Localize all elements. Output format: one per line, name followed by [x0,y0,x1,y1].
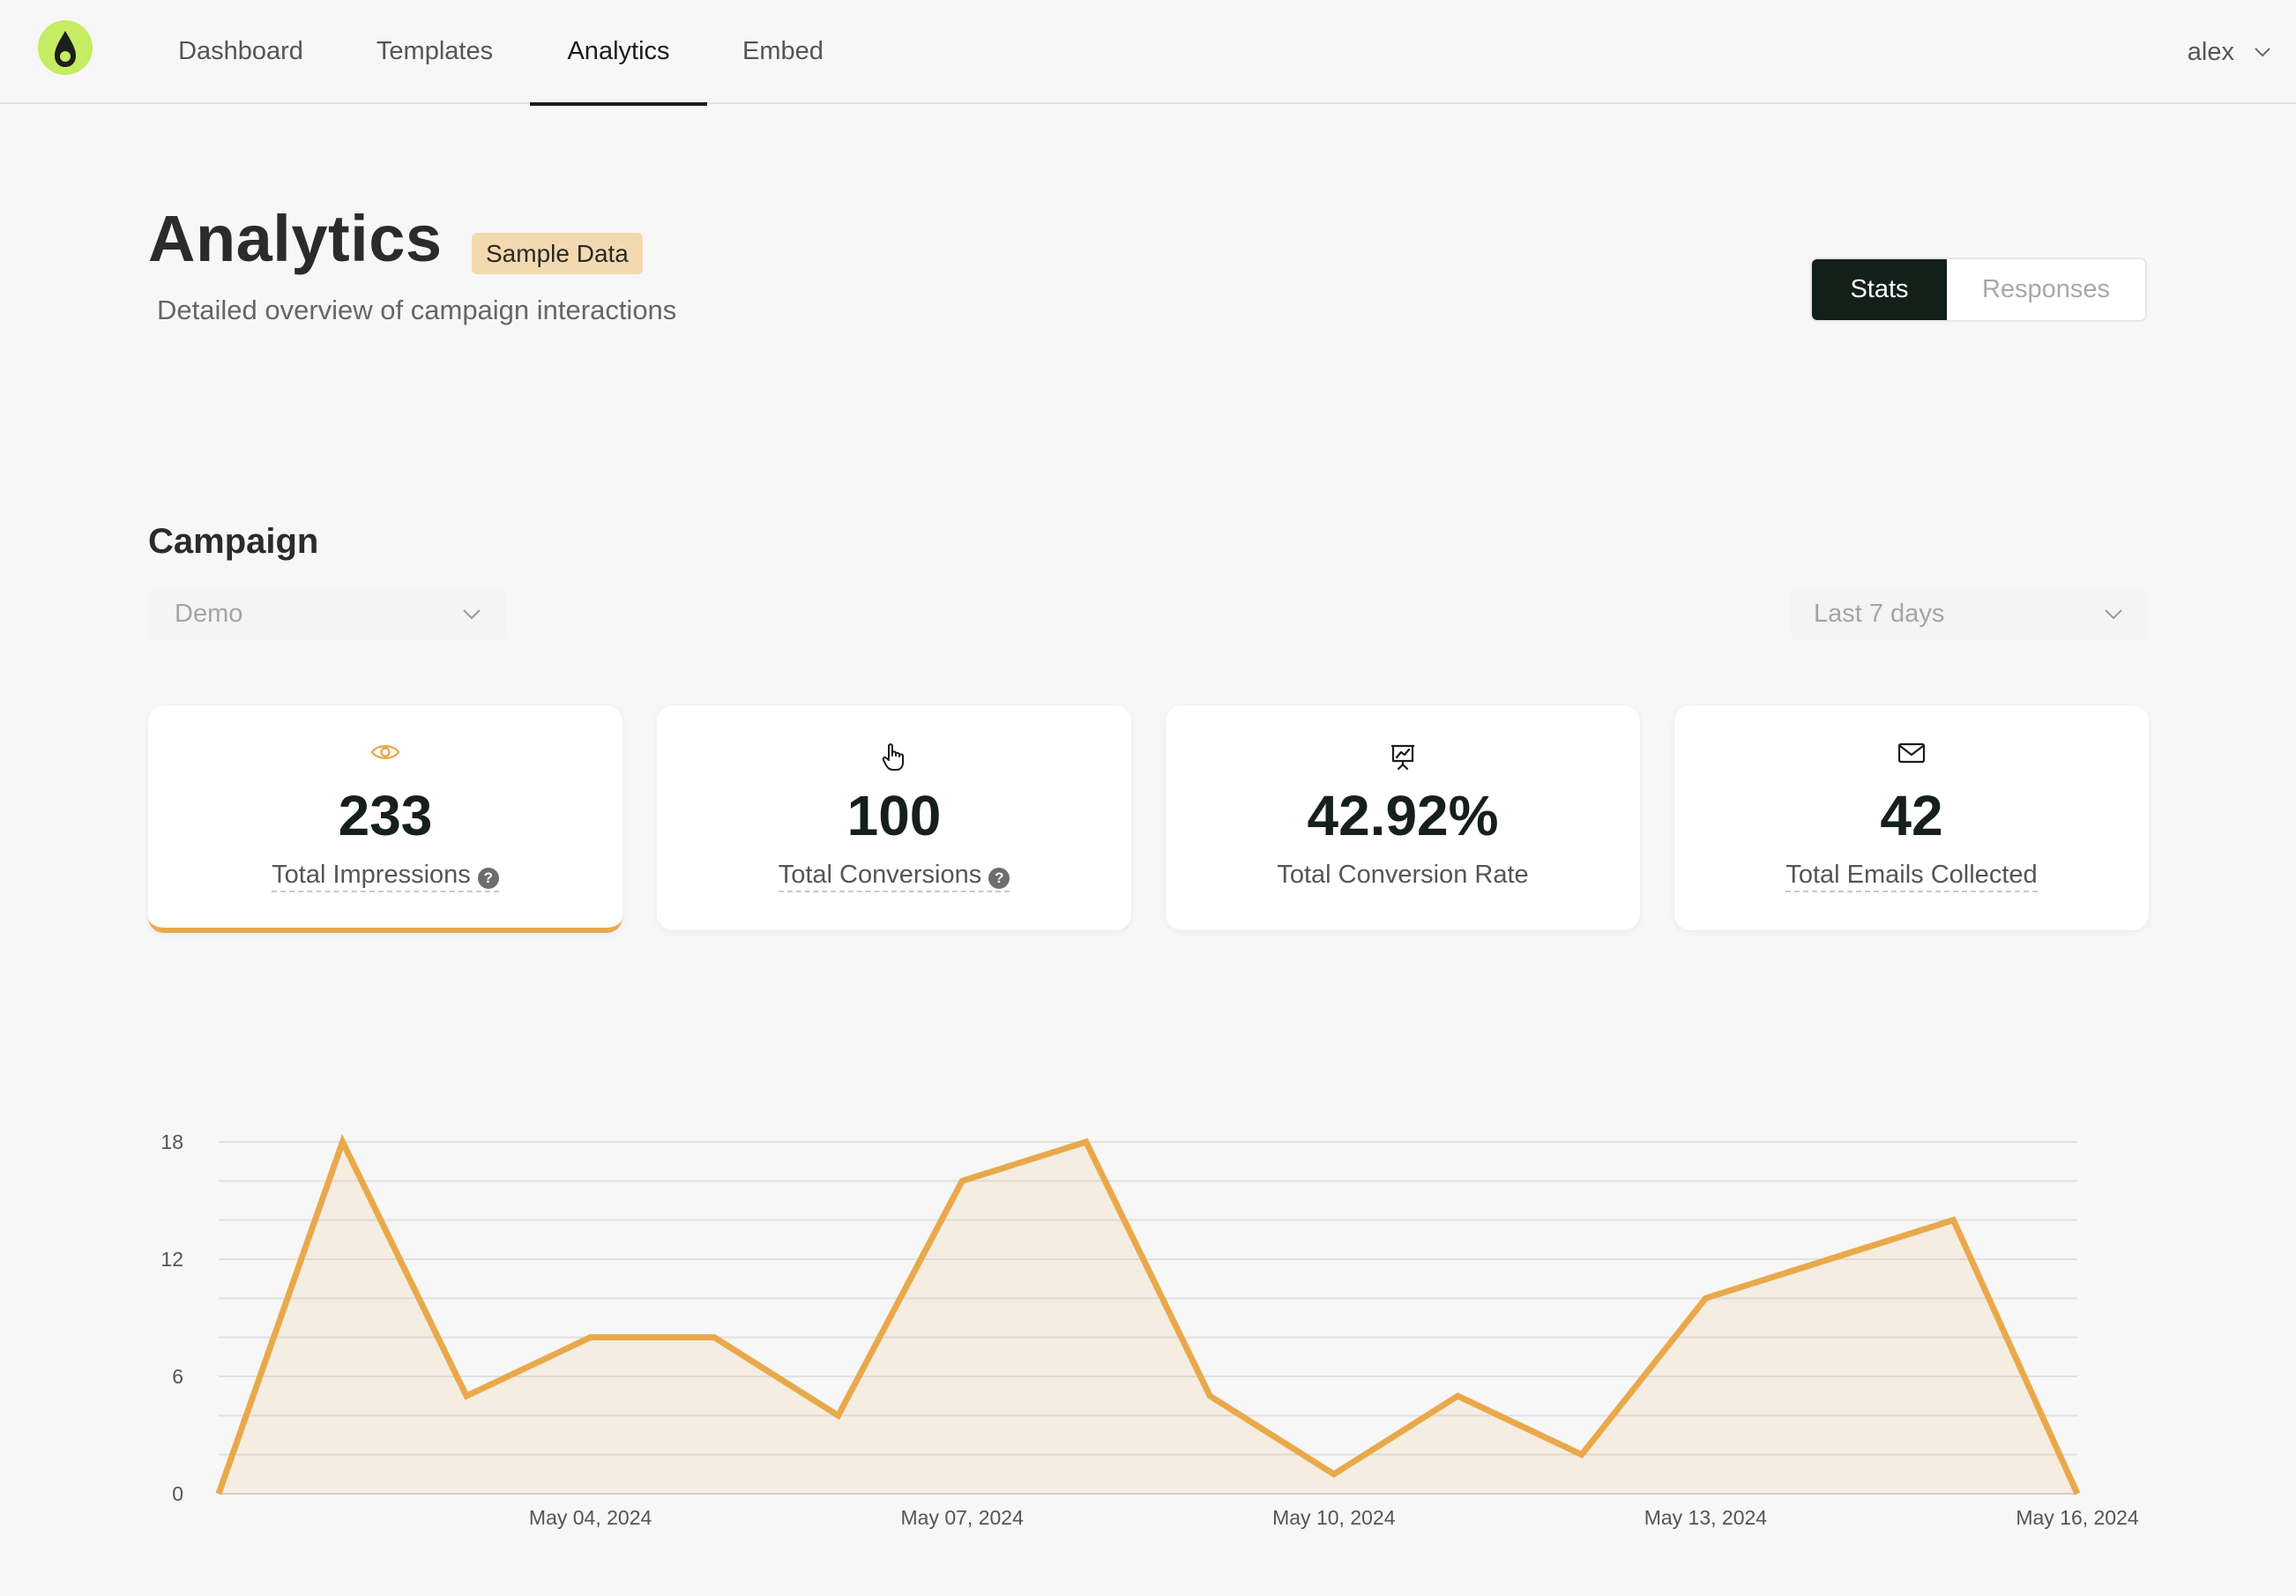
top-navigation-bar: Dashboard Templates Analytics Embed alex [0,0,2296,106]
data-point [958,1177,965,1184]
page-subtitle: Detailed overview of campaign interactio… [157,295,677,325]
x-tick-label: May 07, 2024 [901,1506,1025,1529]
data-point [587,1334,594,1341]
stat-label: Total Impressions ? [272,861,499,892]
eye-icon [370,745,400,759]
avocado-logo-icon [55,31,76,67]
stat-card-emails[interactable]: 42 Total Emails Collected [1674,705,2149,930]
y-tick-label: 12 [160,1248,183,1271]
nav-item-embed[interactable]: Embed [742,37,824,65]
chevron-down-icon [2105,608,2122,619]
help-icon[interactable]: ? [988,868,1010,889]
campaign-select-value: Demo [175,599,243,628]
y-tick-label: 6 [172,1365,183,1388]
y-tick-label: 18 [160,1130,183,1153]
sample-data-badge: Sample Data [472,233,643,274]
nav-item-templates[interactable]: Templates [376,37,494,65]
stat-label: Total Conversions ? [778,861,1010,892]
data-point [1949,1217,1957,1224]
stat-value: 42.92% [1307,784,1499,847]
page-title: Analytics [148,202,443,275]
data-point [1826,1256,1833,1263]
tab-stats[interactable]: Stats [1812,259,1947,320]
tab-responses[interactable]: Responses [1947,259,2145,320]
data-point [339,1138,347,1145]
series-line [215,1133,2081,1495]
impressions-area-chart: 0 6 12 18 May 04, 2024 May 07, 2024 May 10, 20… [160,1130,2139,1529]
data-point [835,1412,842,1419]
data-point [711,1334,718,1341]
y-tick-label: 0 [172,1482,183,1505]
stat-label: Total Emails Collected [1785,861,2038,892]
date-range-value: Last 7 days [1814,599,1945,628]
campaign-section-title: Campaign [148,522,319,561]
x-tick-label: May 10, 2024 [1272,1506,1396,1529]
x-tick-label: May 16, 2024 [2016,1506,2139,1529]
data-point [1206,1392,1213,1399]
chevron-down-icon [463,608,481,619]
help-icon[interactable]: ? [477,868,499,889]
data-point [215,1490,222,1497]
data-point [1578,1451,1585,1458]
nav-item-dashboard[interactable]: Dashboard [178,37,303,65]
area-fill [219,1142,2077,1494]
data-point [1083,1138,1090,1145]
campaign-select[interactable]: Demo [148,587,506,640]
stat-value: 100 [846,784,942,847]
date-range-select[interactable]: Last 7 days [1790,587,2148,640]
chevron-down-icon [2255,48,2270,57]
stat-card-conversions[interactable]: 100 Total Conversions ? [657,705,1131,930]
x-tick-label: May 04, 2024 [529,1506,652,1529]
nav-item-analytics[interactable]: Analytics [530,0,707,106]
stat-label: Total Conversion Rate [1277,861,1529,889]
envelope-icon [1897,742,1926,764]
logo[interactable] [38,20,93,75]
data-point [463,1392,470,1399]
x-tick-label: May 13, 2024 [1644,1506,1768,1529]
data-point [1331,1471,1338,1478]
data-point [2074,1490,2081,1497]
data-point [1702,1294,1709,1301]
view-toggle: Stats Responses [1810,257,2147,322]
presentation-chart-icon [1391,744,1414,771]
stat-value: 233 [338,784,433,847]
user-name: alex [2187,37,2234,66]
user-menu[interactable]: alex [2188,0,2271,104]
stat-card-conversion-rate[interactable]: 42.92% Total Conversion Rate [1166,705,1640,930]
stat-value: 42 [1880,784,1943,847]
stat-card-impressions[interactable]: 233 Total Impressions ? [148,705,622,933]
data-point [1454,1392,1461,1399]
pointer-hand-icon [882,743,904,771]
